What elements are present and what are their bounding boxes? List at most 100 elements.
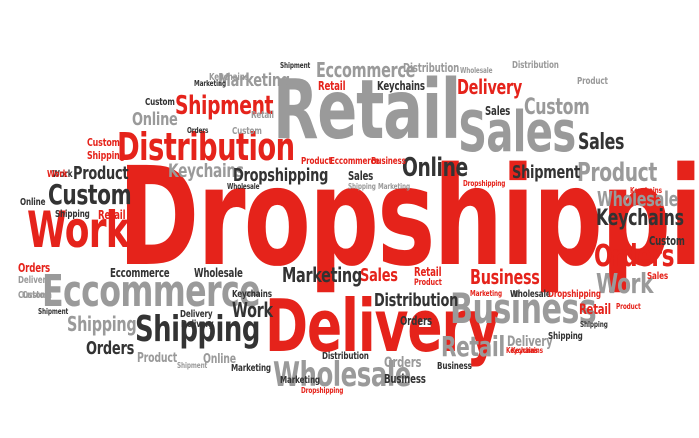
cloud-word: Shipment xyxy=(280,61,311,70)
cloud-word: Orders xyxy=(86,338,135,359)
cloud-word: Online xyxy=(402,153,468,183)
cloud-word: Shipping xyxy=(67,312,137,336)
cloud-word: Delivery xyxy=(457,75,522,99)
cloud-word: Delivery xyxy=(507,334,553,350)
cloud-word: Shipping xyxy=(548,331,583,342)
cloud-word: Wholesale xyxy=(194,266,243,280)
cloud-word: Orders xyxy=(594,239,675,274)
cloud-word: Product xyxy=(414,278,442,288)
cloud-word: Retail xyxy=(318,79,346,93)
cloud-word: Business xyxy=(371,156,406,167)
cloud-word: Delivery xyxy=(265,284,500,368)
cloud-word: Sales xyxy=(348,169,374,183)
cloud-word: Shipping xyxy=(55,209,90,220)
cloud-word: Wholesale xyxy=(227,182,260,191)
cloud-word: Keychains xyxy=(630,186,662,195)
cloud-word: Orders xyxy=(187,126,209,135)
cloud-word: Product xyxy=(616,302,641,311)
cloud-word: Custom xyxy=(48,178,132,211)
cloud-word: Keychains xyxy=(209,72,249,83)
cloud-word: Dropshipping xyxy=(463,179,506,188)
cloud-word: Work xyxy=(27,201,130,259)
cloud-word: Online xyxy=(203,352,236,367)
cloud-word: Business xyxy=(470,265,540,289)
cloud-word: Wholesale xyxy=(273,355,411,395)
cloud-word: Keychains xyxy=(168,160,244,182)
cloud-word: Dropshipping xyxy=(301,386,344,395)
cloud-word: Business xyxy=(450,284,597,333)
cloud-word: Shipping xyxy=(580,320,608,329)
cloud-word: Wholesale xyxy=(460,66,493,75)
cloud-word: Product xyxy=(137,351,177,366)
cloud-word: Distribution xyxy=(374,290,459,311)
cloud-word: Marketing xyxy=(218,70,290,91)
cloud-word: Eccommerce xyxy=(110,266,170,280)
cloud-word: Work xyxy=(232,298,273,322)
cloud-word: Eccommerce xyxy=(330,156,380,167)
cloud-word: Product xyxy=(577,158,657,188)
cloud-word: Distribution xyxy=(322,351,369,362)
cloud-word: Sales xyxy=(458,100,576,165)
cloud-word: Wholesale xyxy=(510,289,551,300)
cloud-word: Orders xyxy=(384,355,422,371)
cloud-word: Marketing xyxy=(231,363,271,374)
cloud-word: Business xyxy=(437,361,472,372)
cloud-word: Marketing xyxy=(194,79,226,88)
cloud-word: Marketing xyxy=(378,182,410,191)
cloud-word: Sales xyxy=(647,271,668,282)
cloud-word: Keychains xyxy=(511,346,543,355)
cloud-word: Orders xyxy=(18,261,51,275)
cloud-word: Orders xyxy=(400,314,433,328)
cloud-word: Product xyxy=(73,163,129,184)
cloud-word: Retail xyxy=(273,63,461,158)
cloud-word: Custom xyxy=(524,95,590,120)
cloud-word: Shipment xyxy=(175,91,274,121)
cloud-word: Delivery xyxy=(181,319,214,330)
cloud-word: Dropshipping xyxy=(118,139,699,297)
cloud-word: Work xyxy=(52,169,73,180)
cloud-word: Retail xyxy=(251,110,274,121)
cloud-word: Shipment xyxy=(177,361,208,370)
cloud-word: Dropshipping xyxy=(548,289,601,300)
cloud-word: Online xyxy=(20,197,46,208)
cloud-word: Retail xyxy=(579,302,611,318)
cloud-word: Retail xyxy=(441,330,505,363)
cloud-word: Delivery xyxy=(180,309,213,320)
cloud-word: Work xyxy=(596,267,654,300)
cloud-word: Keychains xyxy=(232,289,272,300)
cloud-word: Custom xyxy=(649,234,685,248)
cloud-word: Distribution xyxy=(117,125,295,169)
cloud-word: Keychains xyxy=(377,79,425,93)
cloud-word: Online xyxy=(132,109,178,130)
cloud-word: Keychains xyxy=(506,346,538,355)
cloud-word: Custom xyxy=(232,126,262,137)
cloud-word: Shipment xyxy=(512,162,580,183)
cloud-word: Wholesale xyxy=(597,187,679,211)
cloud-word: Keychains xyxy=(596,206,684,231)
cloud-word: Distribution xyxy=(512,60,559,71)
cloud-word: Retail xyxy=(414,265,442,279)
cloud-word: Shipping xyxy=(348,182,376,191)
cloud-word: Shipment xyxy=(38,307,69,316)
cloud-word: Sales xyxy=(485,104,511,118)
cloud-word: Custom xyxy=(87,136,120,149)
cloud-word: Custom xyxy=(145,97,175,108)
cloud-word: Product xyxy=(577,76,608,87)
cloud-word: Product xyxy=(301,156,332,167)
cloud-word: Business xyxy=(384,372,426,386)
cloud-word: Marketing xyxy=(470,289,502,298)
cloud-word: Delivery xyxy=(18,275,51,286)
cloud-word: Sales xyxy=(578,130,625,155)
cloud-word: Work xyxy=(47,169,68,180)
cloud-word: Distribution xyxy=(403,61,460,75)
cloud-word: Retail xyxy=(98,208,126,222)
cloud-word: Marketing xyxy=(280,375,320,386)
cloud-word: Sales xyxy=(360,265,398,286)
cloud-word: Custom xyxy=(18,290,48,301)
cloud-word: Eccommerce xyxy=(42,266,261,317)
cloud-word: Custom xyxy=(22,290,52,301)
cloud-word: Dropshipping xyxy=(233,165,329,186)
cloud-word: Shipping xyxy=(135,309,260,350)
cloud-word: Eccommerce xyxy=(316,58,416,82)
